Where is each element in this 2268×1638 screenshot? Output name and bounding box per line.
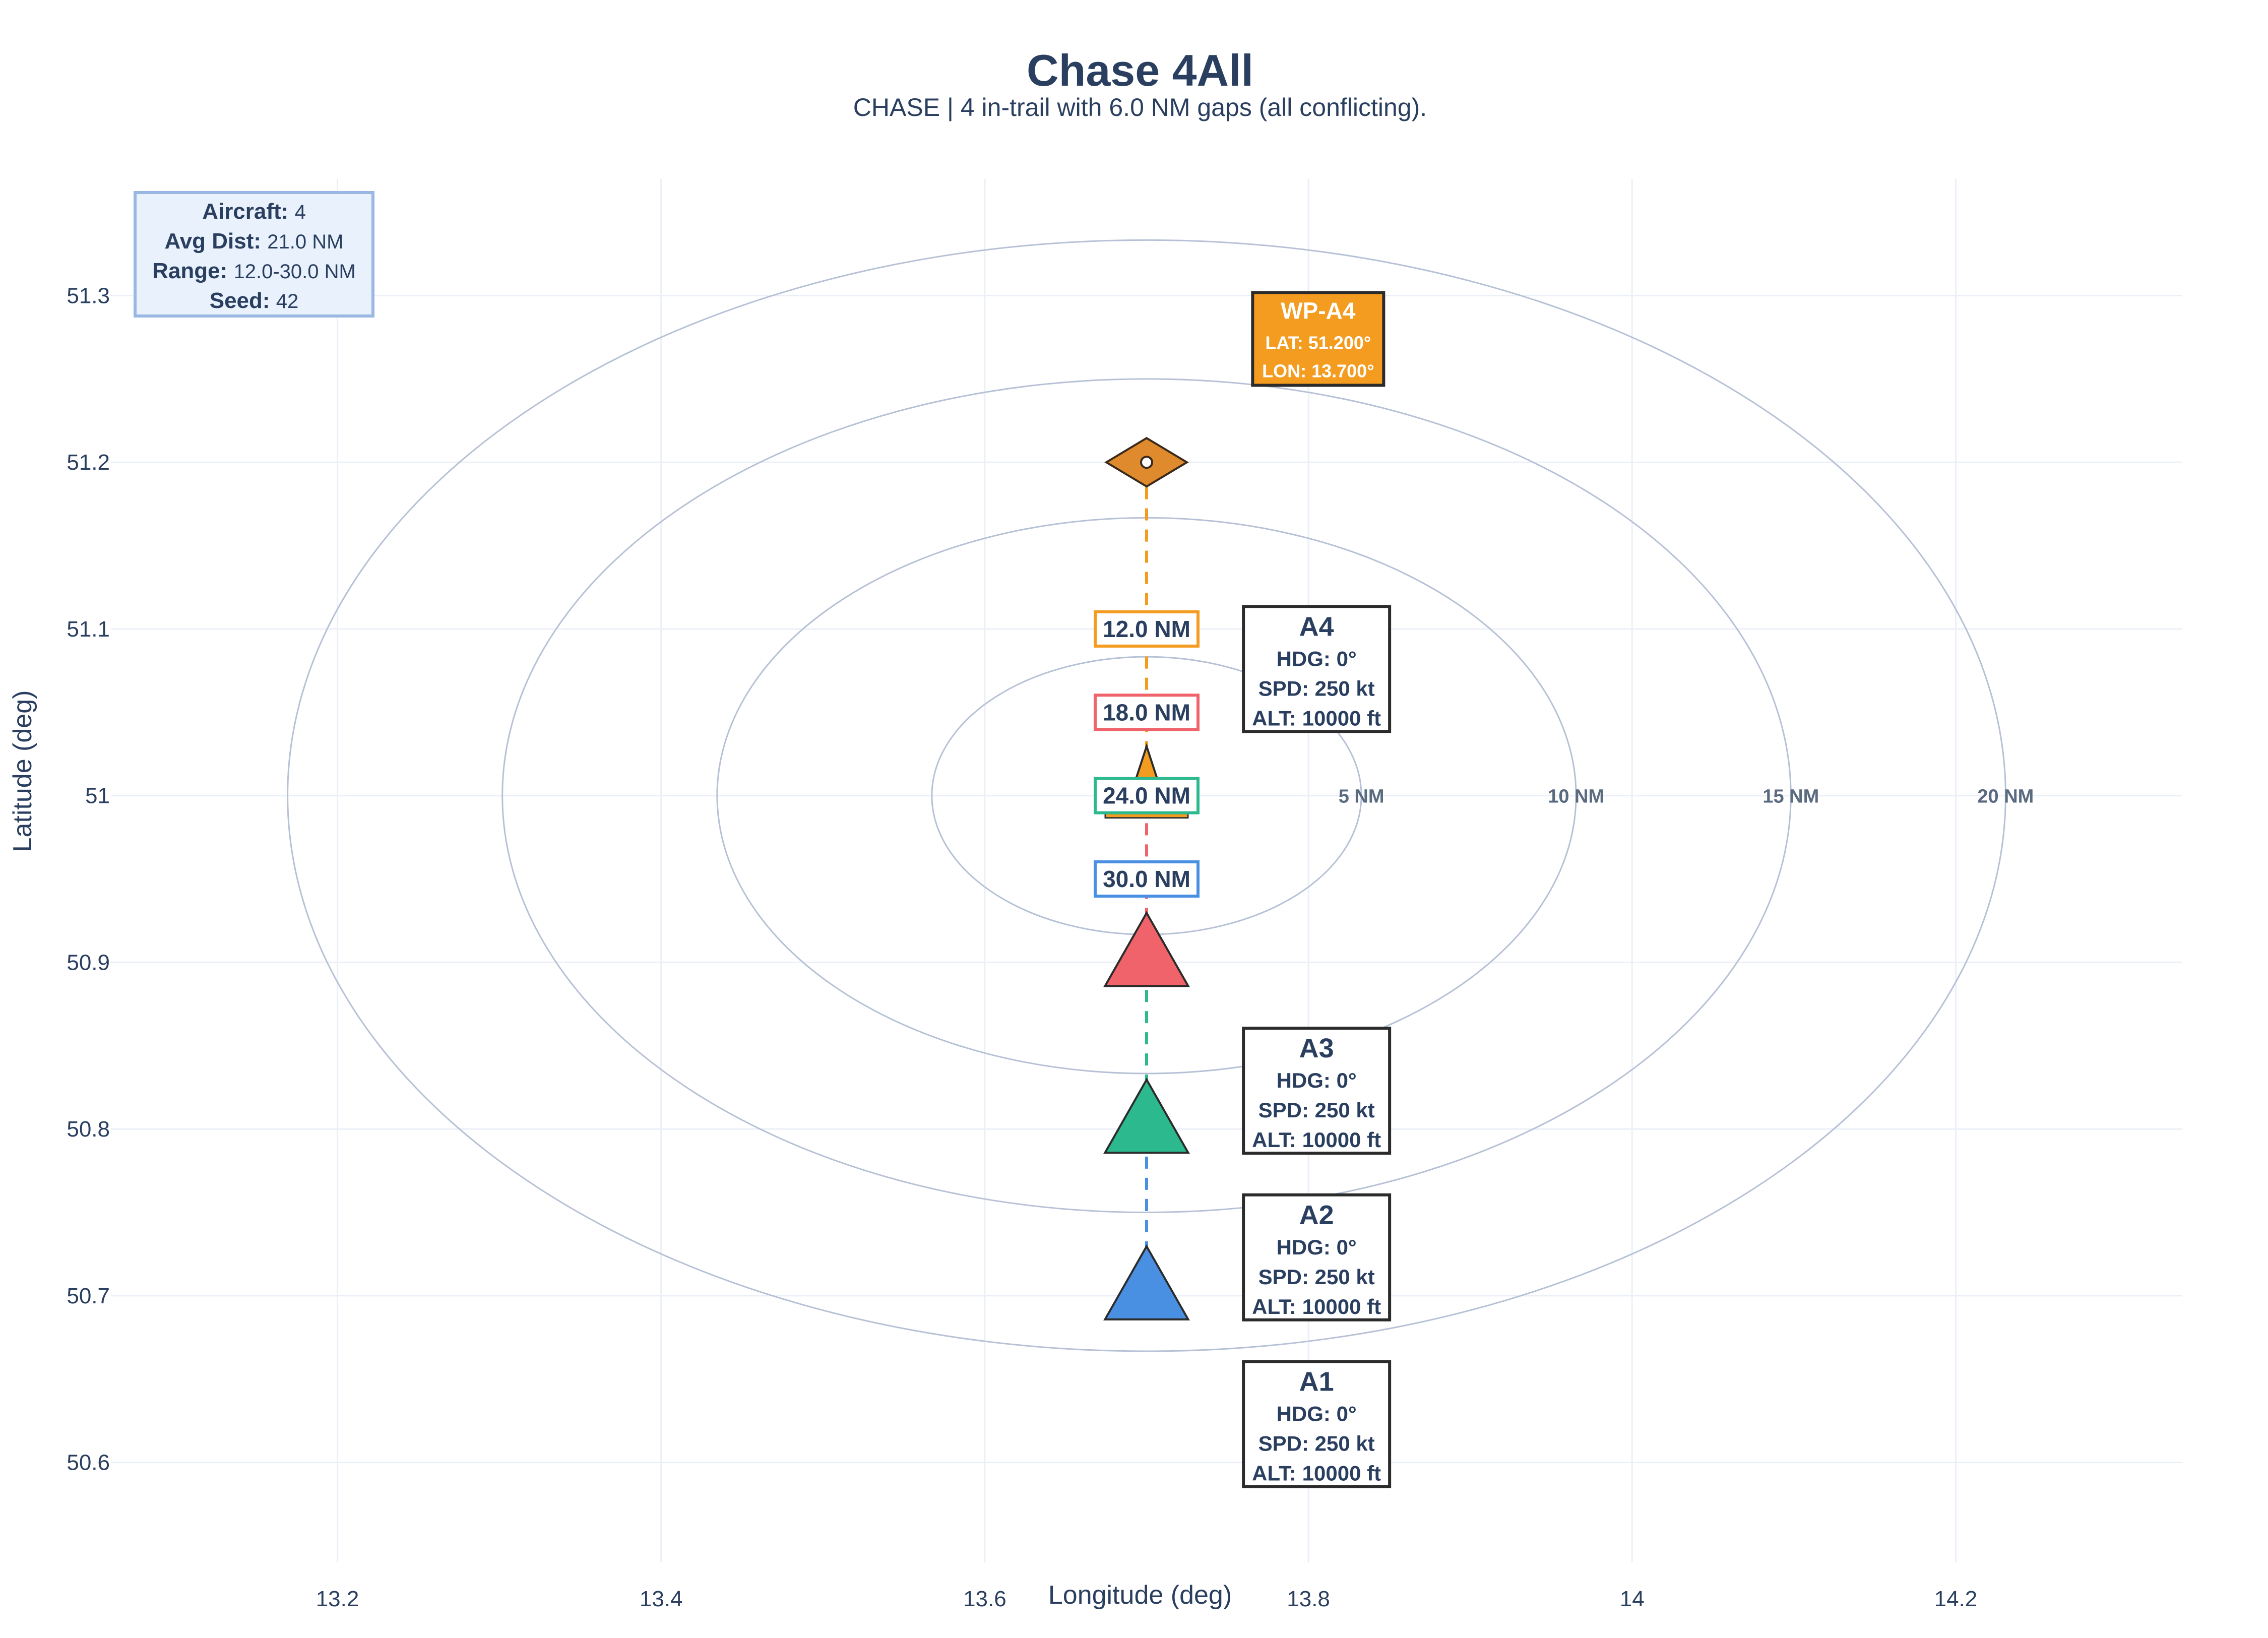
waypoint-label-lon: LON: 13.700° xyxy=(1262,360,1374,381)
y-tick-label: 50.6 xyxy=(67,1451,110,1475)
x-axis-label: Longitude (deg) xyxy=(1048,1581,1232,1610)
range-ring xyxy=(287,239,2006,1352)
y-tick-label: 51.1 xyxy=(67,617,110,642)
aircraft-label-alt: ALT: 10000 ft xyxy=(1252,1462,1381,1485)
x-tick-label: 13.6 xyxy=(963,1587,1006,1611)
y-tick-label: 50.7 xyxy=(67,1284,110,1308)
aircraft-marker-a2 xyxy=(1103,1078,1190,1154)
x-tick-label: 13.2 xyxy=(316,1587,359,1611)
info-box-key: Seed: xyxy=(210,288,276,313)
distance-label-box xyxy=(1094,777,1200,814)
range-rings: 5 NM 10 NM 15 NM 20 NM xyxy=(287,239,2034,1352)
aircraft-label-box-a3 xyxy=(1242,1027,1392,1155)
aircraft-label-alt: ALT: 10000 ft xyxy=(1252,1128,1381,1152)
distance-label-box xyxy=(1094,860,1200,898)
aircraft-label-hdg: HDG: 0° xyxy=(1277,1068,1357,1092)
range-ring-label: 15 NM xyxy=(1762,786,1819,807)
aircraft-label-spd: SPD: 250 kt xyxy=(1258,1098,1375,1122)
distance-label: 24.0 NM xyxy=(1103,783,1190,809)
aircraft-label-hdg: HDG: 0° xyxy=(1277,1402,1357,1426)
axes: 13.2 13.4 13.6 13.8 14 14.2 50.6 50.7 50.8 50.9 51… xyxy=(67,284,1977,1611)
aircraft-label-spd: SPD: 250 kt xyxy=(1258,1432,1375,1456)
waypoint-label-lat: LAT: 51.200° xyxy=(1265,332,1371,353)
aircraft-label-spd: SPD: 250 kt xyxy=(1258,676,1375,700)
y-tick-label: 51 xyxy=(85,784,110,808)
chart-subtitle: CHASE | 4 in-trail with 6.0 NM gaps (all… xyxy=(853,93,1427,121)
aircraft-label-box-a4 xyxy=(1242,605,1392,733)
aircraft-label-id: A3 xyxy=(1299,1033,1334,1063)
chart-labels: 12.0 NM 18.0 NM 24.0 NM 30.0 NM A1 HDG: 0° SPD… xyxy=(134,191,1392,1488)
aircraft-marker-a3 xyxy=(1103,911,1190,987)
range-ring-label: 20 NM xyxy=(1977,786,2034,807)
info-box-row: Range: 12.0-30.0 NM xyxy=(152,259,356,283)
info-box-row: Aircraft: 4 xyxy=(202,199,306,224)
distance-label: 30.0 NM xyxy=(1103,866,1190,892)
distance-label: 12.0 NM xyxy=(1103,616,1190,642)
info-box-key: Avg Dist: xyxy=(165,229,268,254)
y-tick-label: 50.9 xyxy=(67,950,110,975)
aircraft-label-id: A4 xyxy=(1299,611,1334,642)
info-box-value: 42 xyxy=(276,290,299,312)
waypoint-label-name: WP-A4 xyxy=(1281,297,1356,324)
range-ring-label: 10 NM xyxy=(1548,786,1604,807)
info-box-value: 12.0-30.0 NM xyxy=(234,261,356,283)
range-ring-label: 5 NM xyxy=(1339,786,1384,807)
info-box-key: Aircraft: xyxy=(202,199,294,224)
chart-title: Chase 4All xyxy=(1027,45,1253,95)
distance-label: 18.0 NM xyxy=(1103,699,1190,725)
aircraft-label-box-a2 xyxy=(1242,1193,1392,1321)
aircraft-label-id: A1 xyxy=(1299,1367,1334,1397)
aircraft-marker-a1 xyxy=(1103,1244,1190,1320)
aircraft-label-hdg: HDG: 0° xyxy=(1277,1235,1357,1259)
aircraft-label-box-a1 xyxy=(1242,1360,1392,1488)
info-box-row: Seed: 42 xyxy=(210,288,299,313)
aircraft-label-alt: ALT: 10000 ft xyxy=(1252,706,1381,730)
y-axis-label: Latitude (deg) xyxy=(8,690,37,852)
waypoint-label-box xyxy=(1251,291,1385,387)
x-tick-label: 14 xyxy=(1620,1587,1645,1611)
info-box-key: Range: xyxy=(152,259,233,283)
aircraft-label-hdg: HDG: 0° xyxy=(1277,647,1357,670)
x-tick-label: 14.2 xyxy=(1934,1587,1978,1611)
info-box-row: Avg Dist: 21.0 NM xyxy=(165,229,344,254)
y-tick-label: 51.3 xyxy=(67,284,110,308)
aircraft-label-alt: ALT: 10000 ft xyxy=(1252,1295,1381,1318)
range-ring xyxy=(501,378,1792,1213)
info-box xyxy=(134,191,374,318)
distance-label-box xyxy=(1094,694,1200,731)
waypoint-center xyxy=(1140,456,1153,469)
info-box-value: 4 xyxy=(295,201,306,223)
x-tick-label: 13.4 xyxy=(640,1587,683,1611)
y-tick-label: 50.8 xyxy=(67,1117,110,1142)
distance-label-box xyxy=(1094,610,1200,648)
y-tick-label: 51.2 xyxy=(67,450,110,475)
x-tick-label: 13.8 xyxy=(1287,1587,1330,1611)
aircraft-label-spd: SPD: 250 kt xyxy=(1258,1265,1375,1289)
aircraft-label-id: A2 xyxy=(1299,1200,1334,1230)
info-box-value: 21.0 NM xyxy=(267,231,343,253)
